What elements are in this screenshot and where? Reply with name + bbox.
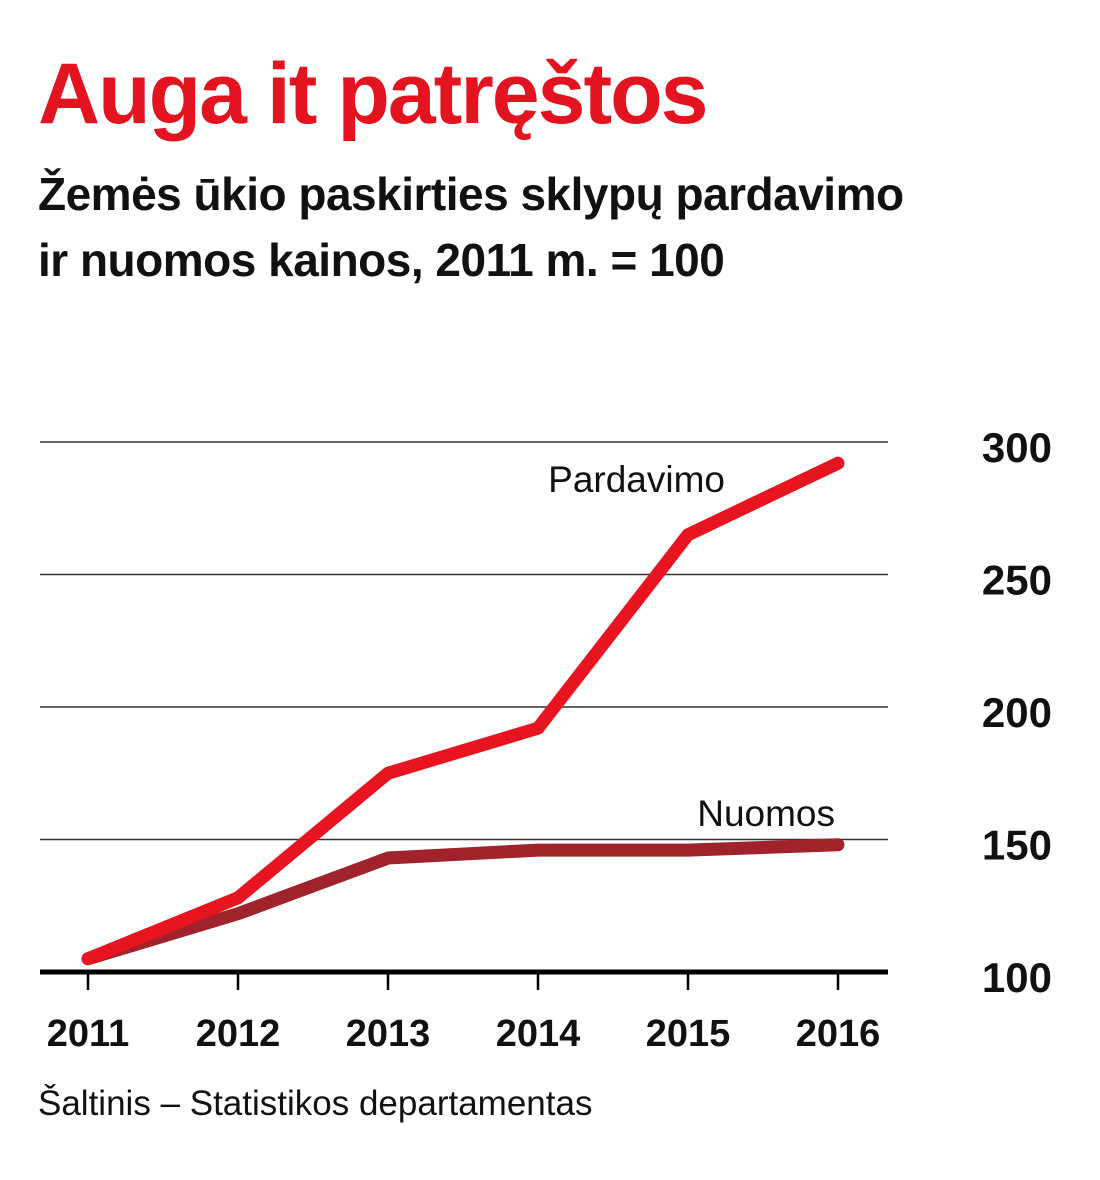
series-line-nuomos [81, 838, 845, 966]
y-tick-label-150: 150 [982, 822, 1052, 869]
series-label-nuomos: Nuomos [697, 793, 835, 834]
chart-subtitle-line-1: Žemės ūkio paskirties sklypų pardavimo [38, 168, 904, 220]
y-tick-label-300: 300 [982, 424, 1052, 471]
x-tick-label-2016: 2016 [796, 1013, 881, 1055]
series-label-pardavimo: Pardavimo [548, 459, 725, 500]
page-title: Auga it patręštos [38, 46, 708, 142]
series-lines [81, 456, 845, 966]
source-note: Šaltinis – Statistikos departamentas [38, 1084, 593, 1123]
y-tick-label-250: 250 [982, 557, 1052, 604]
x-tick-label-2013: 2013 [346, 1013, 431, 1055]
axes: 100 150 200 250 300 2011 2012 2013 2014 2015 2016 [40, 424, 1052, 1055]
series-line-pardavimo [81, 456, 845, 966]
x-tick-label-2011: 2011 [47, 1013, 129, 1055]
x-tick-label-2014: 2014 [496, 1013, 581, 1055]
chart-subtitle-line-2: ir nuomos kainos, 2011 m. = 100 [38, 234, 725, 286]
x-tick-label-2012: 2012 [196, 1013, 281, 1055]
y-tick-label-200: 200 [982, 689, 1052, 736]
grid-lines [40, 441, 888, 841]
series-labels: Pardavimo Nuomos [548, 459, 835, 834]
x-tick-label-2015: 2015 [646, 1013, 731, 1055]
y-tick-label-100: 100 [982, 954, 1052, 1001]
